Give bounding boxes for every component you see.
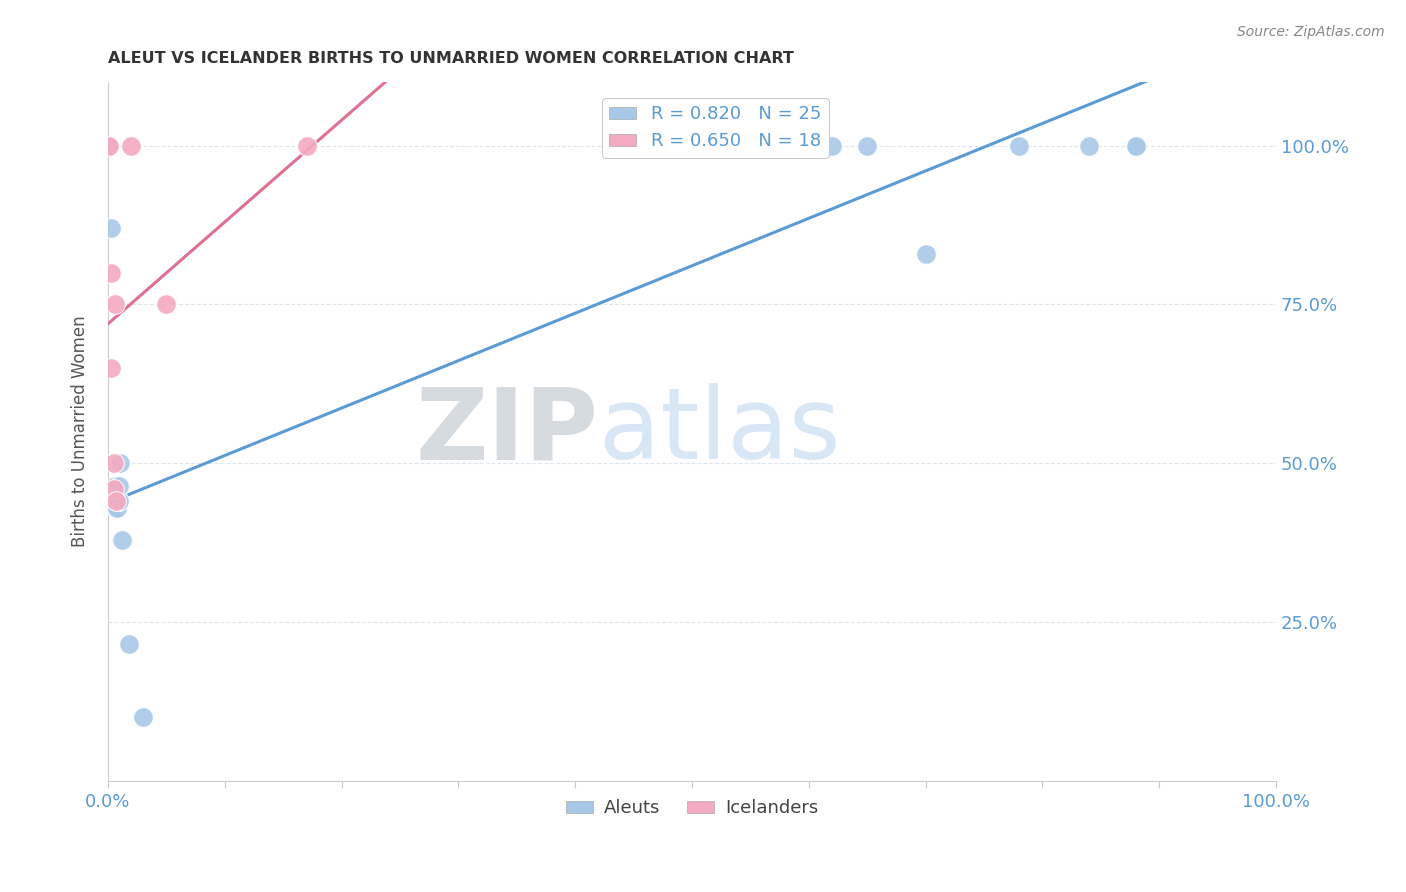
Point	[100, 221, 122, 235]
Y-axis label: Births to Unmarried Women: Births to Unmarried Women	[72, 316, 89, 548]
Point	[104, 478, 127, 492]
Point	[821, 138, 844, 153]
Point	[105, 494, 128, 508]
Point	[914, 246, 936, 260]
Point	[111, 533, 134, 547]
Point	[856, 138, 879, 153]
Point	[105, 494, 128, 508]
Text: Source: ZipAtlas.com: Source: ZipAtlas.com	[1237, 25, 1385, 39]
Point	[104, 494, 127, 508]
Point	[104, 297, 127, 311]
Point	[155, 297, 177, 311]
Point	[1125, 138, 1147, 153]
Point	[100, 494, 122, 508]
Point	[107, 478, 129, 492]
Point	[103, 482, 125, 496]
Point	[98, 138, 121, 153]
Point	[295, 138, 318, 153]
Text: atlas: atlas	[599, 383, 841, 480]
Point	[100, 361, 122, 376]
Text: ZIP: ZIP	[416, 383, 599, 480]
Point	[100, 266, 122, 280]
Point	[98, 138, 121, 153]
Point	[105, 500, 128, 515]
Point	[132, 710, 155, 724]
Point	[740, 138, 762, 153]
Point	[103, 456, 125, 470]
Point	[105, 500, 128, 515]
Point	[120, 138, 142, 153]
Text: ALEUT VS ICELANDER BIRTHS TO UNMARRIED WOMEN CORRELATION CHART: ALEUT VS ICELANDER BIRTHS TO UNMARRIED W…	[108, 51, 794, 66]
Point	[103, 494, 125, 508]
Point	[118, 637, 141, 651]
Point	[108, 456, 131, 470]
Point	[797, 138, 820, 153]
Point	[105, 494, 128, 508]
Point	[762, 138, 785, 153]
Point	[107, 494, 129, 508]
Point	[1125, 138, 1147, 153]
Legend: Aleuts, Icelanders: Aleuts, Icelanders	[558, 792, 825, 824]
Point	[1008, 138, 1031, 153]
Point	[1078, 138, 1101, 153]
